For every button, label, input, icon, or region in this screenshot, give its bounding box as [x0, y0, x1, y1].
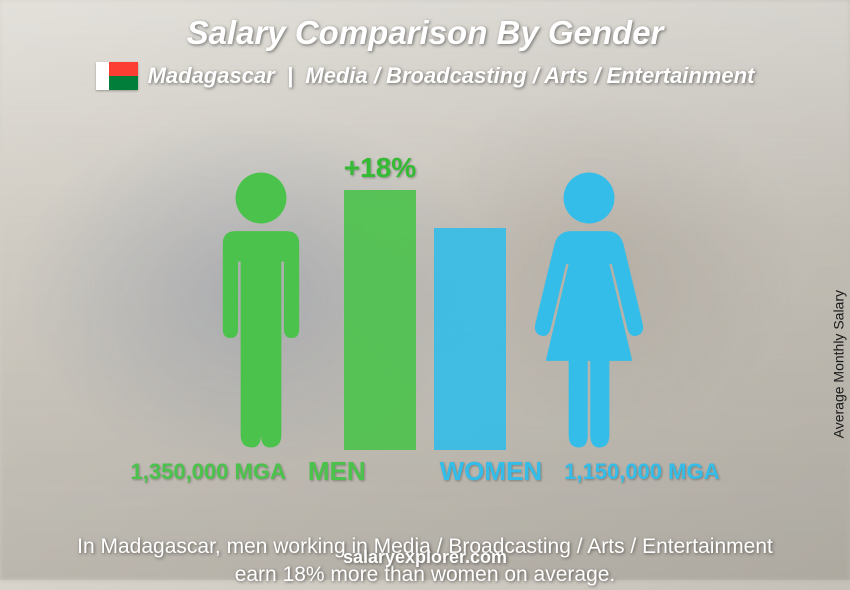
- labels-row: 1,350,000 MGA MEN WOMEN 1,150,000 MGA: [0, 456, 850, 487]
- header: Salary Comparison By Gender Madagascar |…: [0, 0, 850, 90]
- men-bar: [344, 190, 416, 450]
- men-label: MEN: [308, 456, 366, 487]
- man-icon: [196, 170, 326, 450]
- separator: |: [287, 63, 293, 88]
- sector-name: Media / Broadcasting / Arts / Entertainm…: [305, 63, 754, 88]
- men-bar-column: +18%: [344, 152, 416, 450]
- men-icon-column: [196, 170, 326, 450]
- men-salary: 1,350,000 MGA: [131, 459, 286, 485]
- y-axis-label: Average Monthly Salary: [830, 290, 846, 438]
- madagascar-flag-icon: [96, 62, 138, 90]
- women-bar: [434, 228, 506, 450]
- chart-area: +18%: [0, 100, 850, 450]
- flag-red-band: [109, 62, 137, 76]
- women-bar-column: [434, 228, 506, 450]
- difference-label: +18%: [344, 152, 416, 184]
- flag-white-band: [96, 62, 110, 90]
- woman-icon: [524, 170, 654, 450]
- source-attribution: salaryexplorer.com: [0, 547, 850, 568]
- flag-green-band: [109, 76, 137, 90]
- country-name: Madagascar: [148, 63, 275, 88]
- page-title: Salary Comparison By Gender: [0, 14, 850, 52]
- women-icon-column: [524, 170, 654, 450]
- subtitle: Madagascar | Media / Broadcasting / Arts…: [148, 63, 755, 89]
- subtitle-row: Madagascar | Media / Broadcasting / Arts…: [0, 62, 850, 90]
- women-salary: 1,150,000 MGA: [564, 459, 719, 485]
- women-label: WOMEN: [440, 456, 543, 487]
